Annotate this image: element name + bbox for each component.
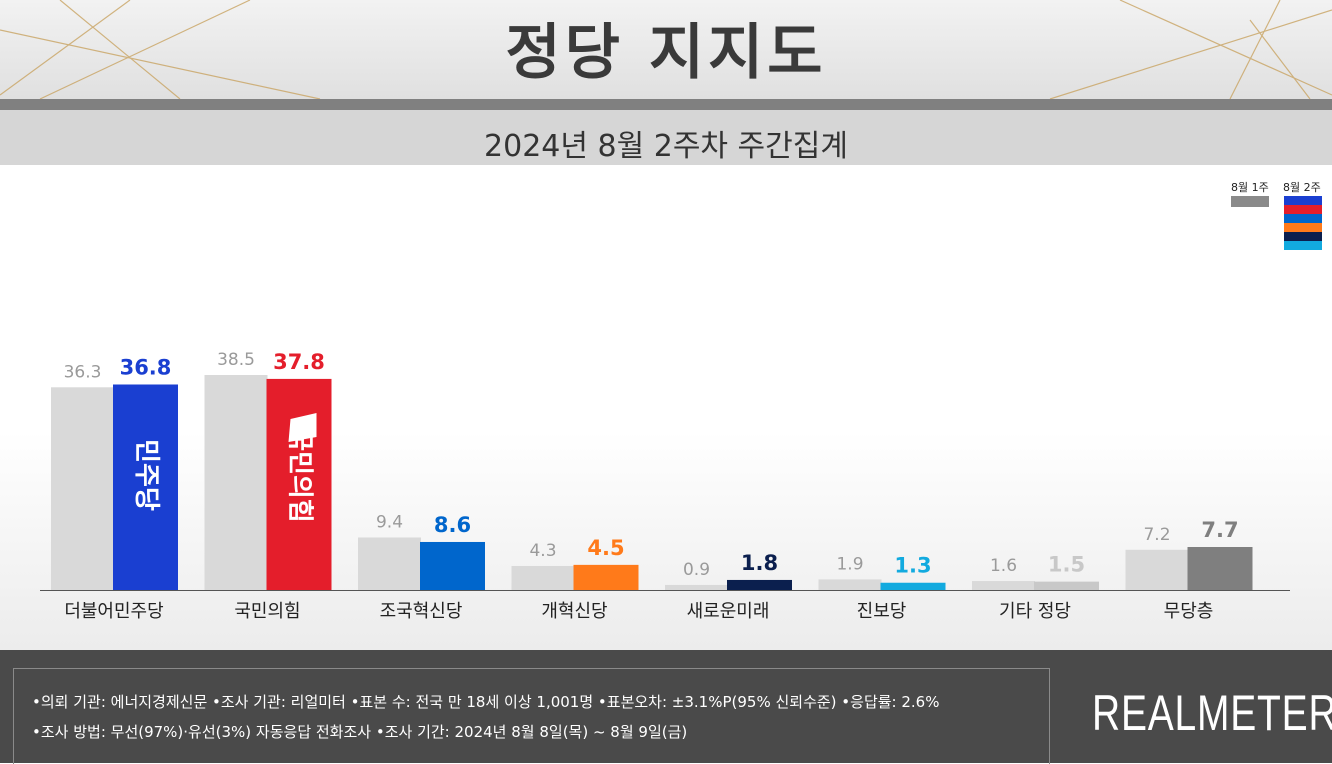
header-divider [0, 99, 1332, 110]
survey-info-line-2: •조사 방법: 무선(97%)·유선(3%) 자동응답 전화조사 •조사 기간:… [32, 723, 688, 741]
category-label: 개혁신당 [541, 601, 607, 622]
data-label-current: 37.8 [273, 350, 325, 374]
bar-current [1187, 547, 1253, 590]
data-label-previous: 1.6 [990, 556, 1017, 576]
bar-previous [511, 565, 575, 590]
data-label-current: 1.8 [741, 551, 778, 575]
data-label-previous: 36.3 [64, 362, 102, 382]
democratic-party-logo: 민주당 [131, 439, 161, 511]
data-label-previous: 9.4 [376, 513, 403, 533]
footer: •의뢰 기관: 에너지경제신문 •조사 기관: 리얼미터 •표본 수: 전국 만… [0, 650, 1332, 764]
bar-previous [51, 387, 114, 590]
data-label-current: 4.5 [587, 536, 624, 560]
subtitle-bar [0, 110, 1332, 165]
page-subtitle: 2024년 8월 2주차 주간집계 [484, 129, 848, 164]
category-label: 기타 정당 [999, 601, 1071, 622]
survey-info-line-1: •의뢰 기관: 에너지경제신문 •조사 기관: 리얼미터 •표본 수: 전국 만… [32, 693, 940, 711]
legend-label-previous: 8월 1주 [1231, 181, 1269, 194]
category-label: 진보당 [857, 601, 907, 622]
category-label: 조국혁신당 [380, 601, 463, 622]
bar-previous [972, 581, 1035, 590]
data-label-current: 1.5 [1048, 553, 1085, 577]
bar-current [420, 541, 485, 590]
legend-swatch-current [1284, 196, 1322, 205]
bar-current [113, 384, 178, 590]
data-label-previous: 38.5 [217, 350, 255, 370]
survey-info-box: •의뢰 기관: 에너지경제신문 •조사 기관: 리얼미터 •표본 수: 전국 만… [13, 668, 1050, 764]
data-label-previous: 7.2 [1143, 525, 1170, 545]
bar-current [573, 564, 639, 590]
category-label: 더불어민주당 [64, 601, 163, 622]
bar-current [266, 378, 332, 590]
category-label: 무당층 [1164, 601, 1214, 622]
brand-logo: REALMETER [1092, 685, 1332, 741]
data-label-current: 8.6 [434, 513, 471, 537]
bar-current [880, 582, 946, 590]
header-banner: 정당 지지도 [0, 0, 1332, 99]
category-label: 국민의힘 [234, 601, 300, 622]
legend-swatch-current [1284, 223, 1322, 232]
page-title: 정당 지지도 [505, 18, 827, 88]
legend-swatch-current [1284, 214, 1322, 223]
bar-current [1034, 581, 1099, 590]
bar-previous [358, 537, 421, 590]
ppp-party-logo: 국민의힘 [285, 427, 315, 523]
ppp-flag-icon [288, 413, 317, 442]
data-label-previous: 1.9 [836, 554, 863, 574]
category-label: 새로운미래 [687, 601, 770, 622]
data-label-current: 36.8 [120, 355, 172, 379]
bar-chart: 36.3 36.8 더불어민주당 38.5 37.8 국민의힘 9.4 8.6 조국혁신당 4.3… [40, 196, 1322, 622]
legend-swatch-current [1284, 205, 1322, 214]
legend-swatch-previous [1231, 196, 1269, 207]
data-label-current: 1.3 [894, 554, 931, 578]
bar-previous [204, 375, 268, 590]
bar-current [727, 579, 792, 590]
legend-label-current: 8월 2주 [1283, 181, 1321, 194]
legend-swatch-current [1284, 232, 1322, 241]
decorative-lines [0, 0, 1332, 99]
data-label-current: 7.7 [1201, 518, 1238, 542]
bar-previous [818, 579, 882, 590]
bar-previous [665, 584, 728, 590]
data-label-previous: 0.9 [683, 560, 710, 580]
legend-swatch-current [1284, 241, 1322, 250]
chart-area: 36.3 36.8 더불어민주당 38.5 37.8 국민의힘 9.4 8.6 조국혁신당 4.3… [0, 165, 1332, 650]
bar-previous [1125, 549, 1189, 590]
data-label-previous: 4.3 [529, 541, 556, 561]
